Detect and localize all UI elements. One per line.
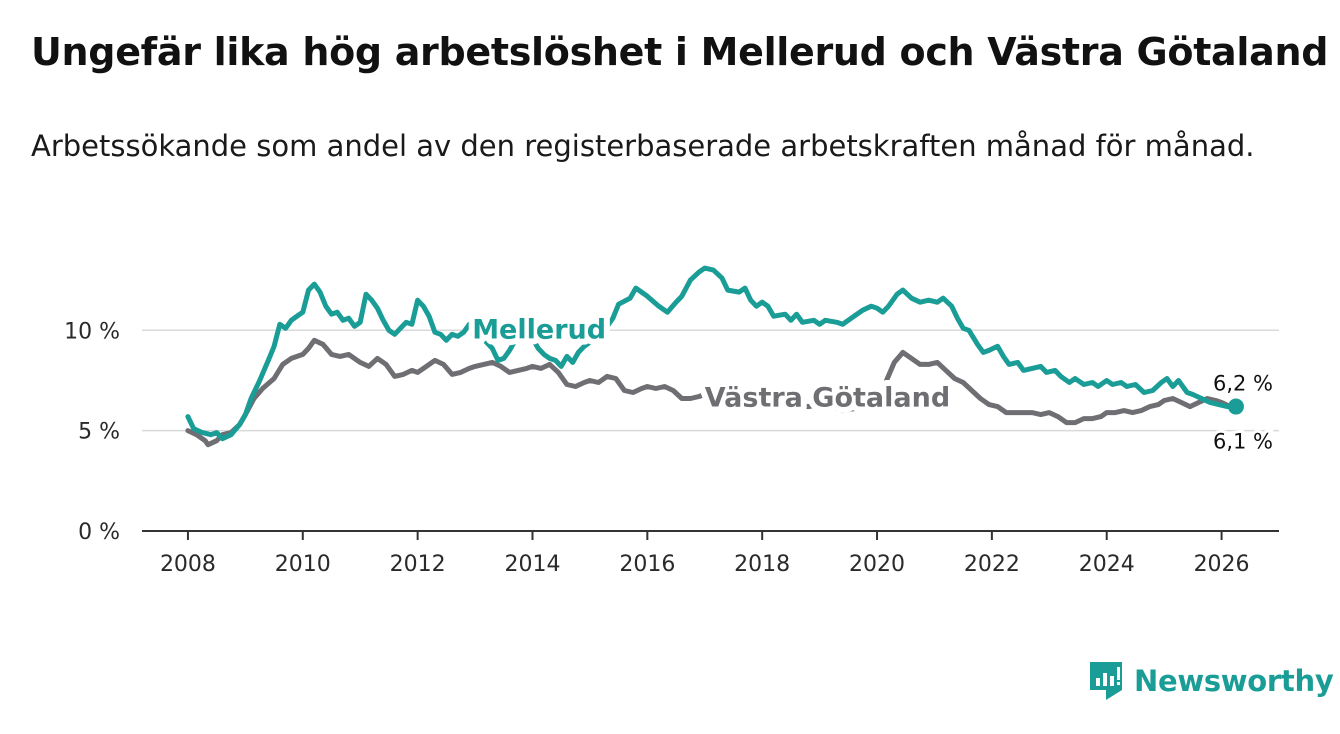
- gridlines: [142, 329, 1279, 432]
- newsworthy-brand[interactable]: Newsworthy: [1088, 660, 1334, 702]
- x-axis: 2008 2010 2012 2014 2016 2018 2020 2022 2024 2026: [142, 530, 1279, 577]
- end-value-label-mellerud: 6,2 %: [1213, 372, 1273, 396]
- series-lines: [185, 265, 1244, 448]
- y-tick-label: 0 %: [78, 520, 120, 545]
- chart-title: Ungefär lika hög arbetslöshet i Mellerud…: [31, 30, 1329, 74]
- series-line-mellerud: [185, 265, 1239, 442]
- x-tick-label: 2008: [160, 552, 216, 577]
- x-tick-label: 2020: [849, 552, 905, 577]
- x-tick-label: 2014: [504, 552, 560, 577]
- end-point-mellerud: [1227, 398, 1244, 415]
- newsworthy-logo-icon: [1090, 662, 1122, 700]
- x-tick-label: 2022: [964, 552, 1020, 577]
- series-line-vastra-gotaland: [185, 337, 1239, 448]
- y-tick-label: 5 %: [78, 420, 120, 445]
- brand-name: Newsworthy: [1134, 664, 1334, 698]
- x-tick-label: 2010: [275, 552, 331, 577]
- x-tick-label: 2016: [619, 552, 675, 577]
- chart-subtitle: Arbetssökande som andel av den registerb…: [31, 129, 1255, 163]
- x-tick-label: 2024: [1079, 552, 1135, 577]
- y-axis-ticks: 0 % 5 % 10 %: [64, 319, 120, 545]
- x-tick-label: 2018: [734, 552, 790, 577]
- y-tick-label: 10 %: [64, 319, 120, 344]
- end-value-label-vastra-gotaland: 6,1 %: [1213, 430, 1273, 454]
- x-tick-label: 2012: [390, 552, 446, 577]
- series-labels: Mellerud Västra Götaland 6,2 % 6,1 %: [466, 308, 1276, 456]
- x-tick-label: 2026: [1194, 552, 1250, 577]
- series-label-mellerud: Mellerud: [472, 314, 606, 345]
- series-label-vastra-gotaland: Västra Götaland: [705, 383, 950, 414]
